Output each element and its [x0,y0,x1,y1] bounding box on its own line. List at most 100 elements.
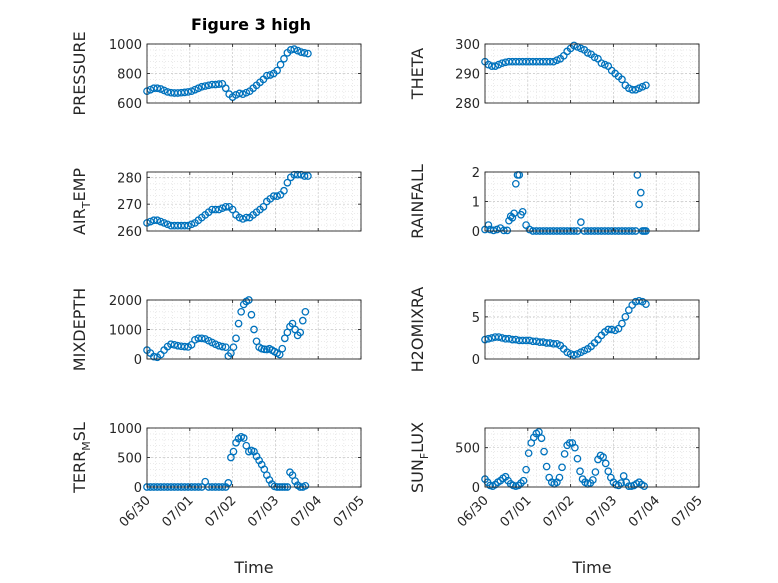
data-point [180,221,189,230]
data-point [628,85,637,94]
data-point [211,205,220,214]
data-point [296,328,305,337]
data-point [555,473,564,482]
y-axis-label: TERRMSL [70,422,93,494]
data-point [184,88,192,96]
data-point [576,467,584,476]
data-point [262,71,271,80]
data-point [237,307,246,316]
data-point [242,213,251,222]
y-axis-label: SUNFLUX [408,422,431,493]
data-point [487,62,496,70]
data-point [224,479,233,487]
data-point [187,220,196,229]
data-point [565,439,574,447]
data-point [221,203,230,211]
plot-area [147,44,361,103]
data-point [599,453,607,461]
y-axis-label: AIRTEMP [70,168,93,235]
data-point [635,200,643,209]
data-point [540,447,548,456]
data-point [163,220,172,229]
y-tick-label: 290 [455,68,480,83]
data-point [300,48,309,57]
data-point [304,49,312,58]
data-point [187,340,196,349]
axes-box [484,427,700,488]
data-point [280,186,288,195]
data-point [215,341,223,350]
data-point [617,479,625,487]
data-point [260,345,269,354]
plot-area [147,172,361,231]
data-point [560,450,569,458]
plot-area [485,300,699,359]
x-axis-label: Time [571,558,611,577]
y-tick-label: 0 [472,353,480,368]
y-tick-label: 0 [472,225,480,240]
y-tick-label: 1000 [109,422,142,437]
data-point [494,333,503,341]
data-point [278,344,287,353]
data-point [150,216,158,225]
data-point [273,66,281,75]
y-tick-label: 260 [117,225,142,240]
axes-box [484,299,700,360]
y-axis-label: THETA [408,48,427,100]
data-point [642,81,650,90]
data-point [232,334,240,343]
y-axis-label: MIXDEPTH [70,288,89,371]
y-tick-label: 280 [117,171,142,186]
data-point [546,57,554,66]
data-point [259,203,268,211]
data-point [218,204,227,213]
y-tick-label: 1000 [109,38,142,53]
y-tick-label: 1 [472,196,480,211]
data-point [508,213,517,222]
data-point [297,48,305,56]
y-tick-label: 0 [134,353,142,368]
data-point [301,307,310,316]
data-point [180,342,189,351]
data-point [624,306,633,314]
plot-area [485,428,699,487]
x-axis-label: Time [233,558,273,577]
data-point [280,54,288,63]
data-point [636,188,645,197]
plot-area [485,172,699,231]
data-point [510,209,518,218]
figure-title: Figure 3 high [191,15,311,34]
data-point [250,325,258,334]
data-point [229,343,238,352]
data-point [621,313,630,321]
data-point [184,221,192,230]
data-point [524,449,533,458]
y-tick-label: 280 [455,97,480,112]
data-point [300,172,309,180]
data-point [571,443,579,452]
y-axis-label: RAINFALL [408,164,427,239]
data-point [221,343,230,352]
y-tick-label: 0 [472,481,480,496]
data-point [619,472,628,480]
data-point [489,226,498,235]
data-point [549,339,558,348]
data-point [218,342,227,351]
data-point [503,226,512,235]
data-point [558,463,566,472]
data-point [239,215,247,223]
data-point [542,462,551,471]
data-point [604,467,613,476]
data-point [283,178,292,187]
data-point [160,219,168,227]
data-point [635,296,643,305]
data-point [573,454,582,463]
subplot-pressure: 600 800 1000 PRESSURE [70,31,362,116]
data-point [156,217,165,226]
data-point [601,459,610,468]
data-point [297,170,305,179]
data-point [201,82,210,90]
data-point [239,434,248,442]
y-tick-label: 270 [117,198,142,213]
